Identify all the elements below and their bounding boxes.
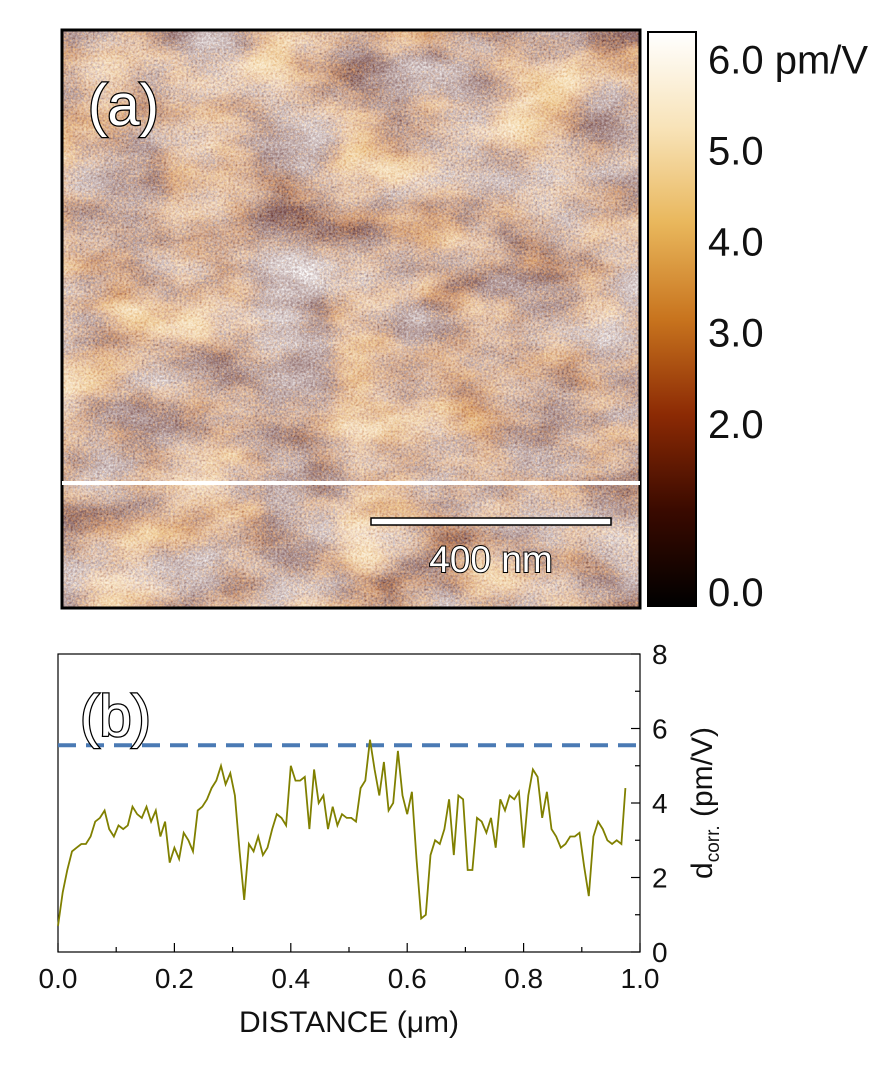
scale-bar <box>370 517 612 526</box>
y-axis-label: dcorr. (pm/V) <box>686 727 724 879</box>
y-axis-ticks: 0 2 4 6 8 <box>631 639 668 968</box>
x-tick-label: 0.0 <box>39 963 78 994</box>
pfm-map-frame <box>60 28 642 610</box>
colorbar <box>647 31 697 607</box>
panel-b-label: (b) <box>80 684 151 749</box>
x-tick-label: 1.0 <box>621 963 660 994</box>
panel-a: (a) 400 nm 0.0 2.0 3.0 4.0 5.0 6.0 pm/V <box>60 28 868 615</box>
colorbar-tick-label: 4.0 <box>708 221 764 265</box>
y-tick-label: 2 <box>652 863 668 894</box>
x-tick-label: 0.8 <box>504 963 543 994</box>
colorbar-ticks: 0.0 2.0 3.0 4.0 5.0 6.0 pm/V <box>708 38 868 615</box>
panel-a-label: (a) <box>88 73 159 138</box>
scale-bar-label: 400 nm <box>429 539 552 580</box>
y-tick-label: 0 <box>652 937 668 968</box>
panel-b: (b) 0.0 0.2 0.4 0.6 0.8 1.0 0 2 4 6 8 DISTANCE (μ… <box>39 639 724 1039</box>
colorbar-tick-label: 2.0 <box>708 403 764 447</box>
x-tick-label: 0.4 <box>271 963 310 994</box>
x-tick-label: 0.6 <box>388 963 427 994</box>
colorbar-tick-label: 6.0 pm/V <box>708 38 868 82</box>
y-tick-label: 4 <box>652 788 668 819</box>
colorbar-tick-label: 5.0 <box>708 129 764 173</box>
y-axis-label-unit: (pm/V) <box>686 727 719 825</box>
colorbar-tick-label: 0.0 <box>708 571 764 615</box>
x-axis-ticks: 0.0 0.2 0.4 0.6 0.8 1.0 <box>39 943 660 994</box>
pfm-map-image <box>62 30 640 608</box>
y-tick-label: 6 <box>652 714 668 745</box>
y-axis-label-sub: corr. <box>703 825 724 862</box>
x-axis-label: DISTANCE (μm) <box>239 1006 459 1039</box>
y-axis-label-main: d <box>686 862 719 879</box>
y-tick-label: 8 <box>652 639 668 670</box>
series-line-dcorr <box>57 739 627 927</box>
x-tick-label: 0.2 <box>155 963 194 994</box>
colorbar-tick-label: 3.0 <box>708 312 764 356</box>
